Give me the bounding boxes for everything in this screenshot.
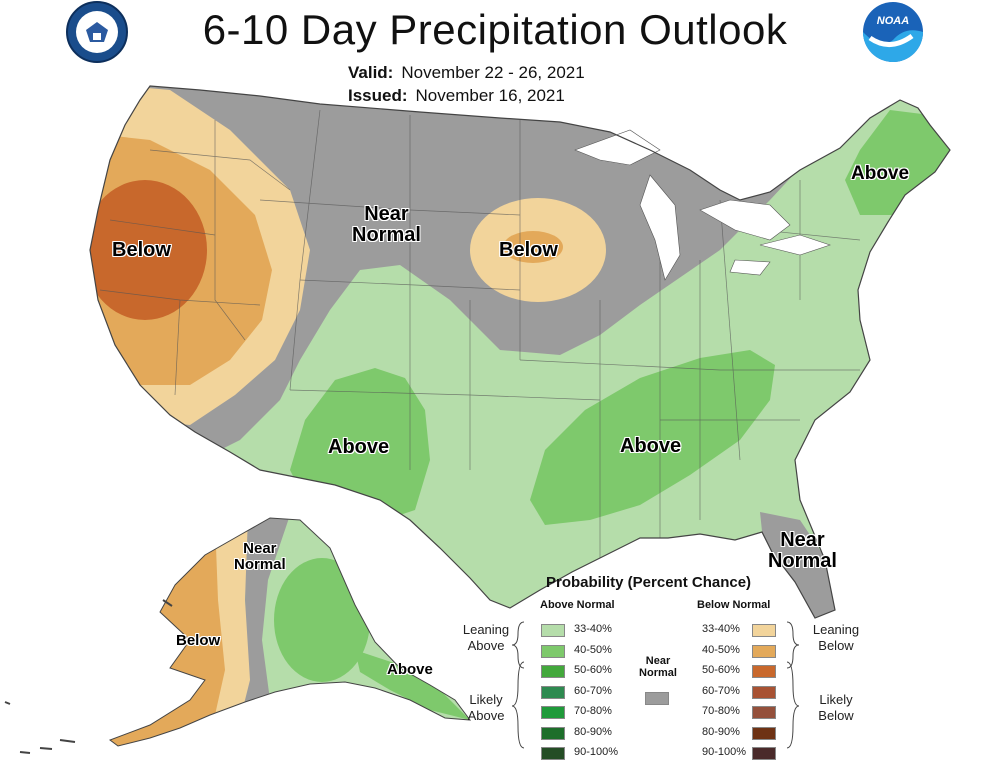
- region-label-alaska-below: Below: [176, 632, 221, 649]
- legend-below-header: Below Normal: [697, 599, 771, 611]
- region-label-line: Normal: [234, 555, 286, 573]
- legend-below-swatch: [752, 665, 776, 678]
- legend-group-line: Below: [818, 707, 854, 723]
- region-label-line: Near: [364, 203, 409, 225]
- legend-above-label: 60-70%: [574, 684, 612, 697]
- legend-above-label: 40-50%: [574, 643, 612, 656]
- legend-below-swatch: [752, 685, 776, 699]
- legend-group-line: Likely: [819, 692, 853, 707]
- page-title: 6-10 Day Precipitation Outlook: [202, 6, 788, 53]
- issued-date: Issued: November 16, 2021: [348, 86, 565, 106]
- legend-group-line: Below: [818, 637, 854, 653]
- above-40-50-southwest-region: [290, 368, 430, 520]
- legend-above-label: 50-60%: [574, 664, 612, 676]
- valid-label: Valid:: [348, 63, 394, 82]
- region-label-midwest-below: Below: [499, 239, 558, 261]
- issued-label: Issued:: [348, 86, 408, 105]
- region-label-west-below: Below: [112, 239, 171, 261]
- legend-group-line: Near: [645, 655, 671, 667]
- commerce-seal-icon: [66, 1, 128, 63]
- legend-group-line: Normal: [639, 667, 677, 679]
- legend-above-label: 80-90%: [574, 725, 612, 738]
- legend-braces: [511, 621, 800, 749]
- legend-above-swatch: [541, 685, 565, 699]
- legend-above-swatch: [541, 644, 565, 658]
- below-40-50-midwest-core: [503, 231, 563, 263]
- legend-near-normal-label: Near Normal: [636, 655, 680, 679]
- legend-below-label: 80-90%: [702, 725, 740, 738]
- above-40-50-northeast-region: [845, 110, 950, 215]
- alaska-above-40-50-region: [274, 558, 370, 682]
- legend-likely-above: Likely Above: [450, 692, 522, 723]
- above-40-50-southeast-region: [530, 350, 775, 525]
- legend-above-swatch: [541, 747, 565, 760]
- noaa-logo-text: NOAA: [877, 15, 909, 27]
- region-label-line: Normal: [352, 224, 421, 246]
- alaska-near-normal-region: [235, 518, 290, 740]
- below-50-60-west-core: [90, 180, 207, 320]
- legend-below-label: 40-50%: [702, 643, 740, 656]
- legend-below-label: 60-70%: [702, 684, 740, 697]
- great-lakes: [574, 129, 831, 281]
- legend-below-label: 33-40%: [702, 623, 740, 635]
- legend-likely-below: Likely Below: [800, 692, 872, 723]
- valid-value: November 22 - 26, 2021: [401, 63, 585, 82]
- legend-below-label: 70-80%: [702, 705, 740, 717]
- legend-above-swatch: [541, 665, 565, 678]
- legend-above-header: Above Normal: [540, 599, 615, 611]
- legend-above-swatch: [541, 726, 565, 740]
- region-label-southwest-above: Above: [328, 436, 390, 458]
- alaska-panhandle-above-region: [355, 650, 470, 720]
- region-label-north-near-normal: Near Normal: [352, 204, 421, 246]
- legend-group-line: Likely: [469, 692, 503, 707]
- region-label-line: Normal: [768, 550, 837, 572]
- aleutian-islands: [4, 599, 173, 754]
- legend-below-swatch: [752, 706, 776, 719]
- state-boundaries: [99, 109, 861, 560]
- legend-above-label: 90-100%: [574, 746, 619, 758]
- valid-dates: Valid: November 22 - 26, 2021: [348, 63, 585, 83]
- region-label-northeast-above: Above: [851, 163, 910, 184]
- legend-below-swatch: [752, 624, 776, 637]
- legend-below-swatch: [752, 747, 776, 760]
- legend-above-label: 33-40%: [574, 623, 612, 635]
- legend-below-swatch: [752, 644, 776, 658]
- legend-title: Probability (Percent Chance): [546, 574, 752, 591]
- region-label-florida-near-normal: Near Normal: [768, 530, 837, 572]
- legend-above-swatch: [541, 706, 565, 719]
- region-label-alaska-near-normal: Near Normal: [234, 541, 286, 573]
- legend-leaning-above: Leaning Above: [450, 622, 522, 653]
- region-label-line: Near: [243, 540, 277, 557]
- alaska-below-leaning-region: [205, 520, 252, 746]
- region-label-alaska-above: Above: [387, 661, 433, 678]
- region-label-line: Near: [780, 529, 825, 551]
- legend-above-swatch: [541, 624, 565, 637]
- issued-value: November 16, 2021: [415, 86, 565, 105]
- legend-below-swatch: [752, 726, 776, 740]
- legend-near-normal-swatch: [645, 692, 669, 705]
- noaa-logo-icon: NOAA: [863, 2, 923, 62]
- legend-group-line: Leaning: [812, 622, 860, 637]
- legend-above-label: 70-80%: [574, 705, 612, 717]
- legend-below-label: 50-60%: [702, 664, 740, 676]
- legend-below-label: 90-100%: [702, 746, 747, 758]
- legend-group-line: Above: [467, 637, 505, 653]
- legend-group-line: Above: [467, 707, 505, 723]
- region-label-southeast-above: Above: [620, 435, 682, 457]
- legend-group-line: Leaning: [462, 622, 510, 637]
- legend-leaning-below: Leaning Below: [800, 622, 872, 653]
